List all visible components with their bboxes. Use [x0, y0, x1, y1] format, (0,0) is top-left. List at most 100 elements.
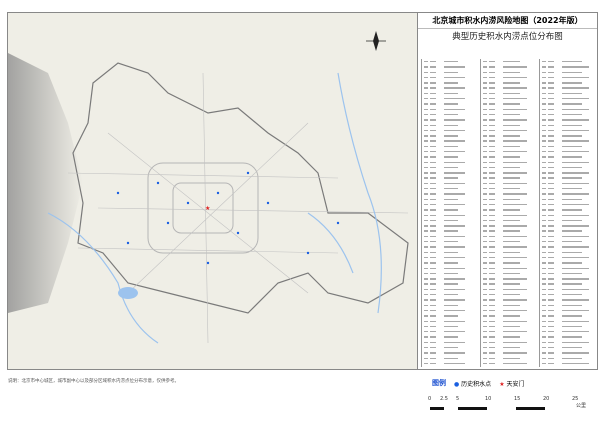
table-row — [540, 213, 596, 218]
legend-label: 历史积水点 — [461, 380, 492, 388]
table-row — [540, 154, 596, 159]
legend-item-tiananmen: ★ 天安门 — [499, 379, 524, 388]
table-row — [540, 345, 596, 350]
table-row — [540, 292, 596, 297]
star-icon: ★ — [499, 380, 505, 388]
table-row — [481, 197, 537, 202]
table-row — [540, 334, 596, 339]
table-row — [481, 160, 537, 165]
table-row — [481, 255, 537, 260]
table-row — [481, 313, 537, 318]
table-row — [540, 207, 596, 212]
ring-road — [147, 162, 259, 254]
table-row — [422, 356, 478, 361]
scale-tick: 25 — [572, 396, 579, 402]
table-column — [421, 59, 478, 367]
scale-tick: 15 — [514, 396, 521, 402]
table-row — [481, 170, 537, 175]
table-row — [422, 85, 478, 90]
table-row — [422, 334, 478, 339]
table-row — [422, 160, 478, 165]
table-row — [540, 276, 596, 281]
table-row — [422, 361, 478, 366]
table-row — [422, 149, 478, 154]
table-row — [481, 356, 537, 361]
table-row — [540, 287, 596, 292]
table-column — [480, 59, 537, 367]
table-row — [422, 276, 478, 281]
rivers — [47, 72, 382, 344]
scale-tick: 0 — [428, 396, 432, 402]
table-row — [422, 218, 478, 223]
table-row — [481, 133, 537, 138]
table-row — [540, 329, 596, 334]
north-arrow-icon — [366, 31, 386, 51]
table-row — [540, 281, 596, 286]
table-row — [422, 70, 478, 75]
table-row — [422, 297, 478, 302]
table-row — [481, 271, 537, 276]
table-row — [540, 176, 596, 181]
table-row — [540, 85, 596, 90]
table-row — [481, 70, 537, 75]
table-row — [540, 75, 596, 80]
table-row — [481, 123, 537, 128]
points-table — [421, 59, 596, 367]
table-row — [422, 165, 478, 170]
table-row — [422, 266, 478, 271]
legend-title: 图例 — [432, 379, 446, 387]
table-row — [540, 260, 596, 265]
table-row — [481, 138, 537, 143]
table-row — [481, 144, 537, 149]
table-row — [422, 207, 478, 212]
table-row — [422, 101, 478, 106]
table-row — [481, 345, 537, 350]
table-row — [422, 229, 478, 234]
road-network — [67, 72, 409, 344]
table-row — [481, 85, 537, 90]
table-row — [481, 292, 537, 297]
table-row — [481, 244, 537, 249]
table-row — [540, 202, 596, 207]
table-row — [422, 80, 478, 85]
scale-tick: 5 — [456, 396, 460, 402]
table-row — [422, 64, 478, 69]
legend-item-points: ● 历史积水点 — [454, 379, 491, 388]
table-row — [481, 75, 537, 80]
table-row — [422, 75, 478, 80]
table-row — [422, 138, 478, 143]
table-row — [481, 218, 537, 223]
table-row — [481, 329, 537, 334]
table-row — [540, 271, 596, 276]
table-row — [422, 313, 478, 318]
table-row — [481, 64, 537, 69]
table-row — [422, 329, 478, 334]
table-row — [540, 91, 596, 96]
table-row — [422, 133, 478, 138]
table-row — [540, 297, 596, 302]
table-row — [481, 334, 537, 339]
waterlogging-points — [116, 171, 340, 265]
table-row — [422, 59, 478, 64]
legend: 图例 ● 历史积水点 ★ 天安门 — [432, 378, 525, 388]
table-row — [422, 239, 478, 244]
table-row — [422, 170, 478, 175]
western-hills — [8, 53, 83, 313]
table-row — [481, 191, 537, 196]
table-row — [481, 176, 537, 181]
table-row — [481, 287, 537, 292]
table-row — [422, 244, 478, 249]
table-row — [540, 80, 596, 85]
table-row — [422, 186, 478, 191]
table-row — [422, 350, 478, 355]
map-subtitle: 典型历史积水内涝点位分布图 — [452, 32, 563, 42]
table-row — [422, 271, 478, 276]
table-row — [481, 91, 537, 96]
table-row — [540, 123, 596, 128]
table-row — [540, 361, 596, 366]
scale-segment — [516, 407, 545, 410]
table-row — [481, 266, 537, 271]
table-row — [481, 181, 537, 186]
map[interactable]: ★ — [7, 12, 418, 370]
scale-bar: 0 2.5 5 10 15 20 25 公里 — [428, 396, 588, 418]
